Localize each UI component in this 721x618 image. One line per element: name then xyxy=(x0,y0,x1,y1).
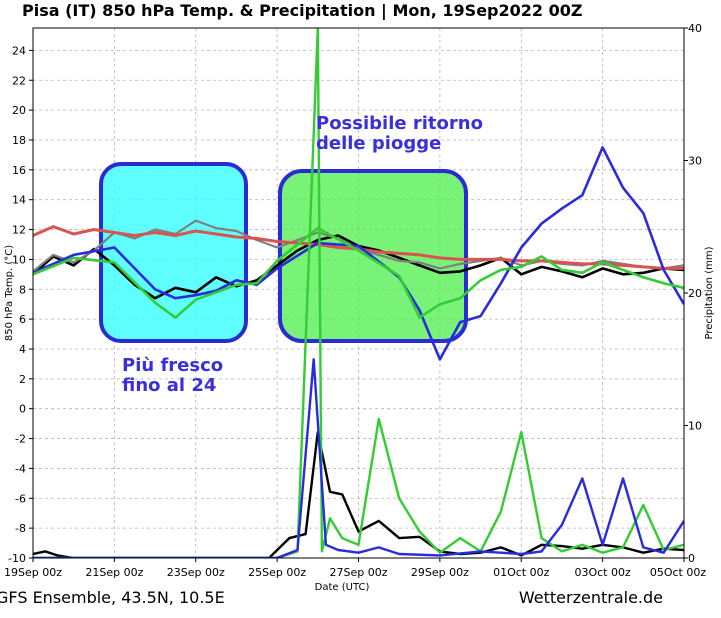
x-tick-label: 19Sep 00z xyxy=(4,566,62,579)
x-tick-label: 05Oct 00z xyxy=(650,566,707,579)
y-tick-label: 18 xyxy=(12,134,26,147)
y2-tick-label: 20 xyxy=(688,287,702,300)
x-axis-ticks: 19Sep 00z 21Sep 00z 23Sep 00z 25Sep 00z 27Se… xyxy=(4,558,706,579)
x-axis-label: Date (UTC) xyxy=(315,582,370,593)
y-tick-label: 10 xyxy=(12,253,26,266)
y-tick-label: -4 xyxy=(15,462,26,475)
x-tick-label: 23Sep 00z xyxy=(167,566,225,579)
annotation-piogge-line2: delle piogge xyxy=(316,133,441,154)
x-tick-label: 25Sep 00z xyxy=(248,566,306,579)
y-tick-label: 4 xyxy=(19,343,26,356)
y-tick-label: 22 xyxy=(12,74,26,87)
series-clipped xyxy=(33,28,684,558)
y2-axis-label: Precipitation (mm) xyxy=(704,246,715,339)
y-tick-label: 2 xyxy=(19,373,26,386)
y2-tick-label: 40 xyxy=(688,22,702,35)
series-line-mean-precipitation-5 xyxy=(33,430,684,558)
x-tick-label: 03Oct 00z xyxy=(574,566,631,579)
footer-source: GFS Ensemble, 43.5N, 10.5E xyxy=(0,588,225,607)
annotation-fresco-line1: Più fresco xyxy=(122,355,223,376)
x-tick-label: 29Sep 00z xyxy=(411,566,469,579)
annotation-box-fresco xyxy=(99,162,248,343)
y2-tick-label: 30 xyxy=(688,155,702,168)
y-axis-label: 850 hPa Temp. (°C) xyxy=(4,245,15,341)
y-tick-label: -10 xyxy=(8,552,26,565)
x-tick-label: 01Oct 00z xyxy=(493,566,550,579)
y-tick-label: 0 xyxy=(19,403,26,416)
y-tick-label: -8 xyxy=(15,522,26,535)
y-tick-label: 12 xyxy=(12,224,26,237)
y-tick-label: 20 xyxy=(12,104,26,117)
footer-credit: Wetterzentrale.de xyxy=(519,588,663,607)
y-tick-label: -2 xyxy=(15,433,26,446)
y2-tick-label: 10 xyxy=(688,420,702,433)
series-layer xyxy=(33,28,684,558)
series-line-ensemble-member-precipitation-7 xyxy=(33,358,684,558)
y2-tick-label: 0 xyxy=(688,552,695,565)
y2-axis-ticks: 0 10 20 30 40 xyxy=(684,22,702,565)
chart-title: Pisa (IT) 850 hPa Temp. & Precipitation … xyxy=(22,1,582,21)
x-tick-label: 21Sep 00z xyxy=(85,566,143,579)
y-tick-label: -6 xyxy=(15,492,26,505)
y-tick-label: 16 xyxy=(12,164,26,177)
y-tick-label: 24 xyxy=(12,44,26,57)
y-tick-label: 6 xyxy=(19,313,26,326)
series-line-ensemble-member-temperature-3 xyxy=(33,146,684,361)
annotation-boxes xyxy=(99,162,468,343)
annotation-piogge-line1: Possibile ritorno xyxy=(316,113,483,134)
y-tick-label: 8 xyxy=(19,283,26,296)
series-line-ensemble-member-temperature-4 xyxy=(33,226,684,319)
x-tick-label: 27Sep 00z xyxy=(330,566,388,579)
series-line-climatology-temperature-2 xyxy=(33,225,684,270)
annotation-fresco-line2: fino al 24 xyxy=(122,375,216,396)
y-tick-label: 14 xyxy=(12,194,26,207)
